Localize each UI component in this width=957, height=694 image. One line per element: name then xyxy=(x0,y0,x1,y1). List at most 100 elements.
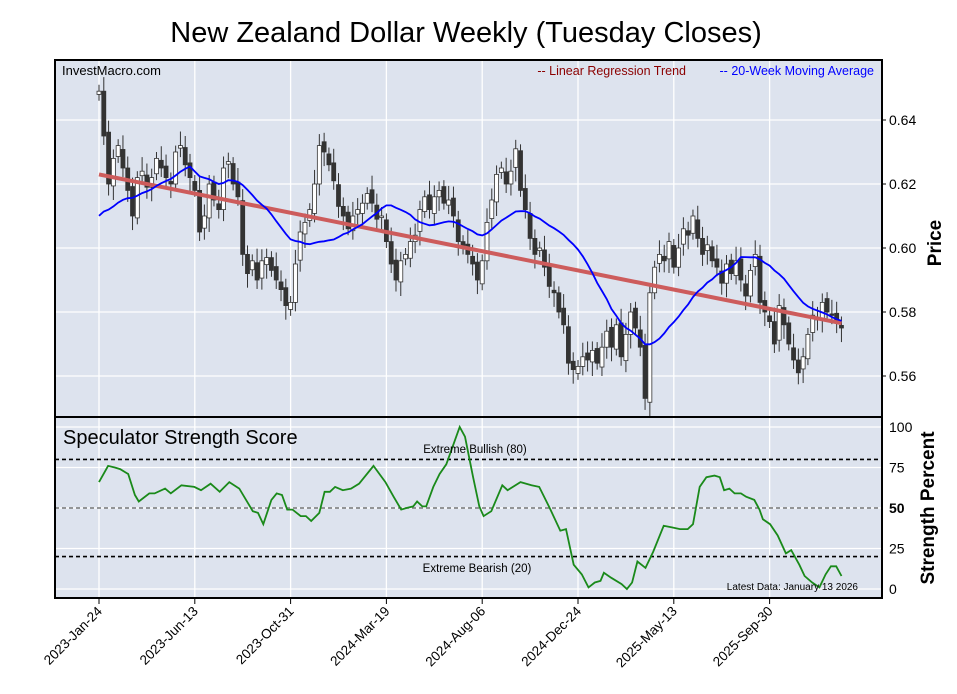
x-tick-label: 2025-Sep-30 xyxy=(710,604,776,670)
candle-body xyxy=(680,228,686,245)
price-tick-label: 0.64 xyxy=(889,112,916,128)
candle-body xyxy=(580,356,586,367)
candle-body xyxy=(527,213,533,239)
candle-body xyxy=(182,147,188,166)
candle-body xyxy=(178,145,183,149)
candle xyxy=(326,147,332,172)
candle xyxy=(709,240,715,268)
candle xyxy=(240,189,246,266)
candle xyxy=(201,204,207,240)
candle-body xyxy=(685,230,691,236)
candle-body xyxy=(647,292,653,403)
candle xyxy=(216,189,222,219)
candle xyxy=(484,208,490,270)
price-tick-label: 0.58 xyxy=(889,304,916,320)
candle xyxy=(489,188,495,231)
candle xyxy=(278,270,284,302)
candle xyxy=(178,131,183,158)
candle xyxy=(398,251,404,296)
candle xyxy=(748,264,753,303)
candle-body xyxy=(206,183,212,219)
candle-body xyxy=(264,257,270,266)
candle-body xyxy=(771,321,777,345)
candle-body xyxy=(340,205,346,217)
x-tick-label: 2025-May-13 xyxy=(613,604,680,671)
candle-body xyxy=(336,184,341,207)
candle-body xyxy=(273,266,279,281)
candle xyxy=(475,253,480,295)
candle-body xyxy=(810,314,816,333)
candle-body xyxy=(134,177,140,219)
candle xyxy=(561,294,567,334)
candle-body xyxy=(269,257,274,271)
candle xyxy=(249,254,255,277)
candle-body xyxy=(254,262,260,281)
candle xyxy=(556,286,562,319)
candle-body xyxy=(613,324,619,350)
candle xyxy=(791,333,796,369)
candle xyxy=(498,161,504,179)
candle xyxy=(623,322,629,373)
candle-body xyxy=(369,189,375,204)
candle-body xyxy=(743,283,749,297)
candle-body xyxy=(364,193,370,204)
candle-body xyxy=(570,360,576,370)
candle-body xyxy=(628,311,634,335)
candle xyxy=(537,241,543,257)
candle-body xyxy=(551,289,557,294)
candle-body xyxy=(345,211,351,230)
candle-body xyxy=(819,301,825,319)
candle-body xyxy=(704,244,710,251)
candle xyxy=(245,245,250,288)
candle xyxy=(321,132,327,167)
x-tick-label: 2024-Dec-24 xyxy=(518,603,584,669)
candle-body xyxy=(398,260,404,283)
candle-body xyxy=(824,298,830,313)
candle xyxy=(786,316,792,351)
candle xyxy=(230,157,236,191)
candle xyxy=(589,341,595,376)
candle xyxy=(254,248,260,289)
candle xyxy=(771,307,777,353)
candle xyxy=(451,186,456,228)
candle xyxy=(494,165,499,216)
candle-body xyxy=(546,264,552,287)
candle-body xyxy=(154,157,159,175)
candle-body xyxy=(829,313,835,316)
price-tick-label: 0.56 xyxy=(889,368,916,384)
candle xyxy=(585,341,590,372)
candle xyxy=(431,185,437,225)
candle-body xyxy=(379,215,385,218)
candle xyxy=(542,235,547,277)
candle-body xyxy=(805,333,811,360)
candle xyxy=(666,232,672,273)
candle-body xyxy=(106,131,111,185)
legend-regression: -- Linear Regression Trend xyxy=(537,64,686,78)
candle xyxy=(173,145,179,191)
candle-body xyxy=(839,325,844,329)
candle-body xyxy=(249,260,255,271)
candle xyxy=(805,328,811,366)
candle xyxy=(436,181,442,211)
candle xyxy=(733,246,739,285)
candle xyxy=(700,226,705,266)
candle-body xyxy=(489,199,495,219)
candle-body xyxy=(149,177,155,188)
price-axis-label: Price xyxy=(925,220,946,266)
candle xyxy=(360,194,365,228)
candle xyxy=(130,177,135,231)
candle xyxy=(642,333,648,410)
candle xyxy=(781,298,787,339)
candle-body xyxy=(748,269,753,297)
strength-tick-label: 50 xyxy=(889,500,905,516)
candle-body xyxy=(690,215,696,234)
candle-body xyxy=(393,259,399,281)
candle-body xyxy=(738,258,744,281)
candle-body xyxy=(475,261,480,281)
candle-body xyxy=(110,157,116,187)
candle xyxy=(767,309,772,328)
candle xyxy=(336,173,341,218)
latest-data-note: Latest Data: January 13 2026 xyxy=(727,582,859,593)
candle xyxy=(134,171,140,225)
candle-body xyxy=(800,356,806,370)
